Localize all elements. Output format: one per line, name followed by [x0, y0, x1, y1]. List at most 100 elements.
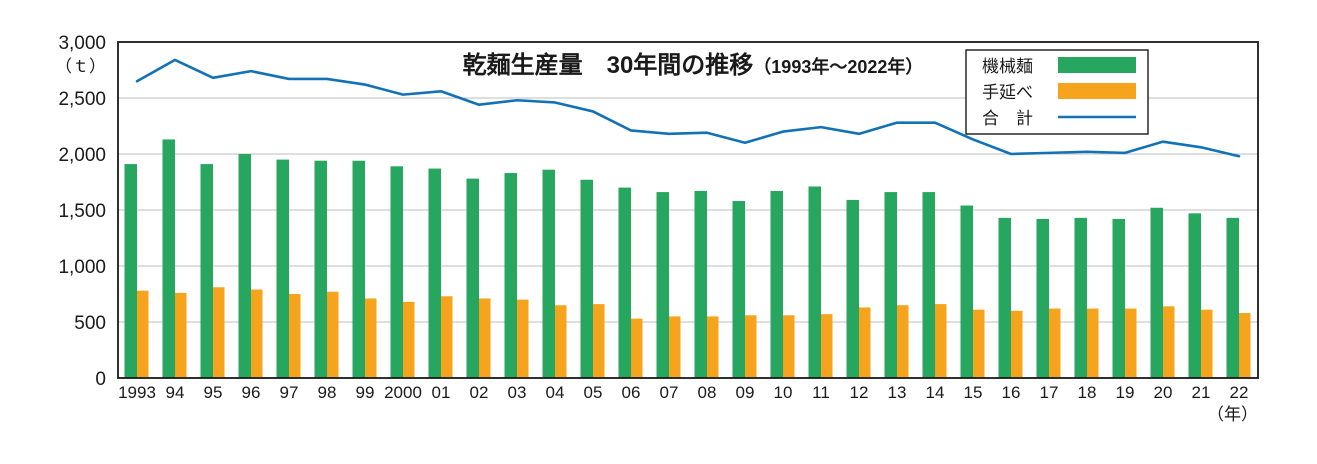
- x-axis-label: 05: [584, 383, 603, 402]
- x-axis-label: 03: [508, 383, 527, 402]
- legend-swatch: [1058, 83, 1136, 99]
- bar-hand-stretched: [1011, 310, 1023, 378]
- bar-hand-stretched: [251, 289, 263, 378]
- bar-hand-stretched: [1239, 313, 1251, 378]
- x-axis-label: 19: [1116, 383, 1135, 402]
- x-axis-label: 2000: [384, 383, 422, 402]
- bar-machine-noodle: [238, 154, 251, 378]
- bar-hand-stretched: [1049, 308, 1061, 378]
- bar-machine-noodle: [808, 186, 821, 378]
- bar-hand-stretched: [631, 318, 643, 378]
- bar-machine-noodle: [618, 187, 631, 378]
- bar-machine-noodle: [542, 169, 555, 378]
- x-axis-label: 04: [546, 383, 565, 402]
- legend-label: 手延べ: [982, 83, 1033, 102]
- bar-machine-noodle: [1150, 207, 1163, 378]
- x-axis-label: 22: [1230, 383, 1249, 402]
- x-axis-label: 18: [1078, 383, 1097, 402]
- bar-machine-noodle: [390, 166, 403, 378]
- bar-hand-stretched: [1163, 306, 1175, 378]
- bar-machine-noodle: [846, 199, 859, 378]
- total-line: [135, 58, 1241, 158]
- bar-hand-stretched: [175, 292, 187, 378]
- bar-hand-stretched: [213, 287, 225, 378]
- bar-hand-stretched: [403, 301, 415, 378]
- bar-hand-stretched: [555, 305, 567, 378]
- x-axis-label: 09: [736, 383, 755, 402]
- bar-hand-stretched: [783, 315, 795, 378]
- y-axis-unit-label: （ｔ）: [55, 57, 106, 76]
- x-axis-label: 97: [280, 383, 299, 402]
- bar-hand-stretched: [517, 299, 529, 378]
- x-axis-label: 08: [698, 383, 717, 402]
- bar-machine-noodle: [694, 190, 707, 378]
- bar-machine-noodle: [352, 160, 365, 378]
- x-axis-label: 07: [660, 383, 679, 402]
- y-axis-label: 1,000: [58, 257, 106, 278]
- bar-hand-stretched: [365, 298, 377, 378]
- x-axis-label: 16: [1002, 383, 1021, 402]
- bar-hand-stretched: [859, 307, 871, 378]
- bar-hand-stretched: [137, 290, 149, 378]
- bar-hand-stretched: [669, 316, 681, 378]
- bar-machine-noodle: [960, 205, 973, 378]
- x-axis-label: 01: [432, 383, 451, 402]
- x-axis-label: 02: [470, 383, 489, 402]
- bar-hand-stretched: [327, 291, 339, 378]
- bar-machine-noodle: [656, 192, 669, 378]
- bar-machine-noodle: [428, 168, 441, 378]
- bar-machine-noodle: [998, 217, 1011, 378]
- bar-machine-noodle: [1188, 213, 1201, 378]
- bar-hand-stretched: [593, 304, 605, 378]
- bar-machine-noodle: [1036, 218, 1049, 378]
- bar-machine-noodle: [1074, 217, 1087, 378]
- x-axis-label: 13: [888, 383, 907, 402]
- x-axis-label: 11: [812, 383, 830, 402]
- legend-swatch: [1058, 57, 1136, 73]
- bar-hand-stretched: [1201, 309, 1213, 378]
- bar-hand-stretched: [707, 316, 719, 378]
- y-axis-label: 0: [95, 369, 106, 390]
- y-axis-label: 500: [74, 313, 106, 334]
- x-axis-label: 99: [356, 383, 375, 402]
- bar-machine-noodle: [1226, 217, 1239, 378]
- bar-hand-stretched: [1087, 308, 1099, 378]
- bar-hand-stretched: [441, 296, 453, 378]
- x-axis-label: 06: [622, 383, 641, 402]
- bar-hand-stretched: [897, 305, 909, 378]
- x-axis-label: 14: [926, 383, 945, 402]
- bar-machine-noodle: [162, 139, 175, 378]
- bar-machine-noodle: [124, 164, 137, 378]
- x-axis-label: 95: [204, 383, 223, 402]
- x-axis-label: 98: [318, 383, 337, 402]
- bar-machine-noodle: [504, 173, 517, 378]
- x-axis-label: 96: [242, 383, 261, 402]
- legend-label: 合 計: [982, 109, 1033, 128]
- bar-hand-stretched: [1125, 308, 1137, 378]
- bar-machine-noodle: [732, 201, 745, 378]
- bar-machine-noodle: [1112, 218, 1125, 378]
- x-axis-label: 94: [166, 383, 185, 402]
- y-axis-label: 2,500: [58, 89, 106, 110]
- y-axis-label: 2,000: [58, 145, 106, 166]
- x-axis-label: 10: [774, 383, 793, 402]
- x-axis-unit-label: （年）: [1207, 405, 1258, 424]
- y-axis-label: 1,500: [58, 201, 106, 222]
- legend-label: 機械麺: [982, 57, 1033, 76]
- bar-hand-stretched: [821, 314, 833, 378]
- x-axis-label: 12: [850, 383, 869, 402]
- bar-hand-stretched: [289, 294, 301, 378]
- bar-machine-noodle: [276, 159, 289, 378]
- x-axis-label: 17: [1040, 383, 1059, 402]
- x-axis-label: 20: [1154, 383, 1173, 402]
- bar-machine-noodle: [580, 179, 593, 378]
- bar-machine-noodle: [466, 178, 479, 378]
- y-axis-label: 3,000: [58, 33, 106, 54]
- bar-machine-noodle: [922, 192, 935, 378]
- chart-title: 乾麺生産量 30年間の推移（1993年～2022年）: [463, 51, 924, 79]
- bar-machine-noodle: [884, 192, 897, 378]
- x-axis-label: 15: [964, 383, 983, 402]
- x-axis-label: 21: [1192, 383, 1211, 402]
